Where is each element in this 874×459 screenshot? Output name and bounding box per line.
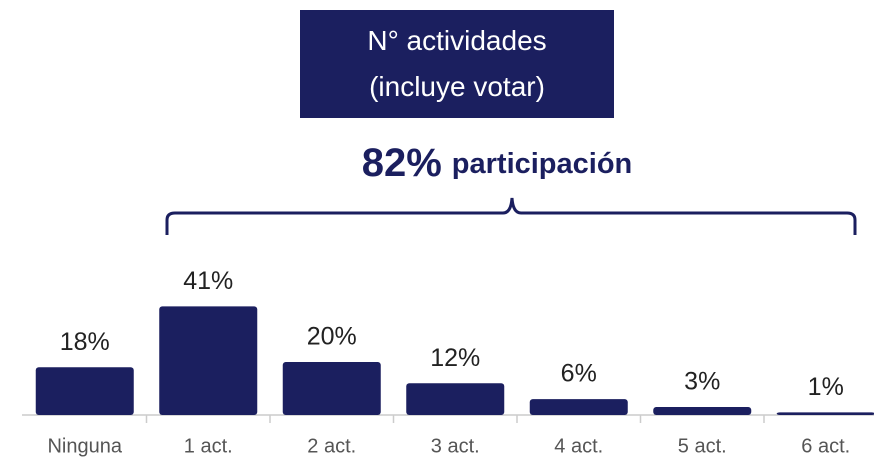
x-tick-label: Ninguna	[47, 435, 122, 457]
value-label: 1%	[808, 373, 844, 401]
value-label: 41%	[183, 267, 233, 295]
value-label: 12%	[430, 344, 480, 372]
bar	[653, 407, 752, 415]
bar	[776, 412, 874, 415]
annotation-text: participación	[452, 148, 633, 180]
x-tick-label: 6 act.	[801, 435, 850, 457]
bar	[529, 399, 628, 415]
bar	[35, 367, 134, 415]
value-label: 20%	[307, 323, 357, 351]
bar	[159, 306, 258, 415]
x-tick-label: 2 act.	[307, 435, 356, 457]
annotation-figure: 82%	[362, 141, 442, 185]
x-tick-label: 5 act.	[678, 435, 727, 457]
x-tick-label: 4 act.	[554, 435, 603, 457]
bar	[406, 383, 505, 415]
value-label: 3%	[684, 368, 720, 396]
annotation: 82% participación	[362, 141, 633, 185]
bar	[282, 362, 381, 415]
value-label: 18%	[60, 328, 110, 356]
x-tick-label: 3 act.	[431, 435, 480, 457]
x-tick-label: 1 act.	[184, 435, 233, 457]
brace	[165, 197, 857, 235]
chart-title: N° actividades (incluye votar)	[300, 10, 614, 118]
value-label: 6%	[561, 360, 597, 388]
